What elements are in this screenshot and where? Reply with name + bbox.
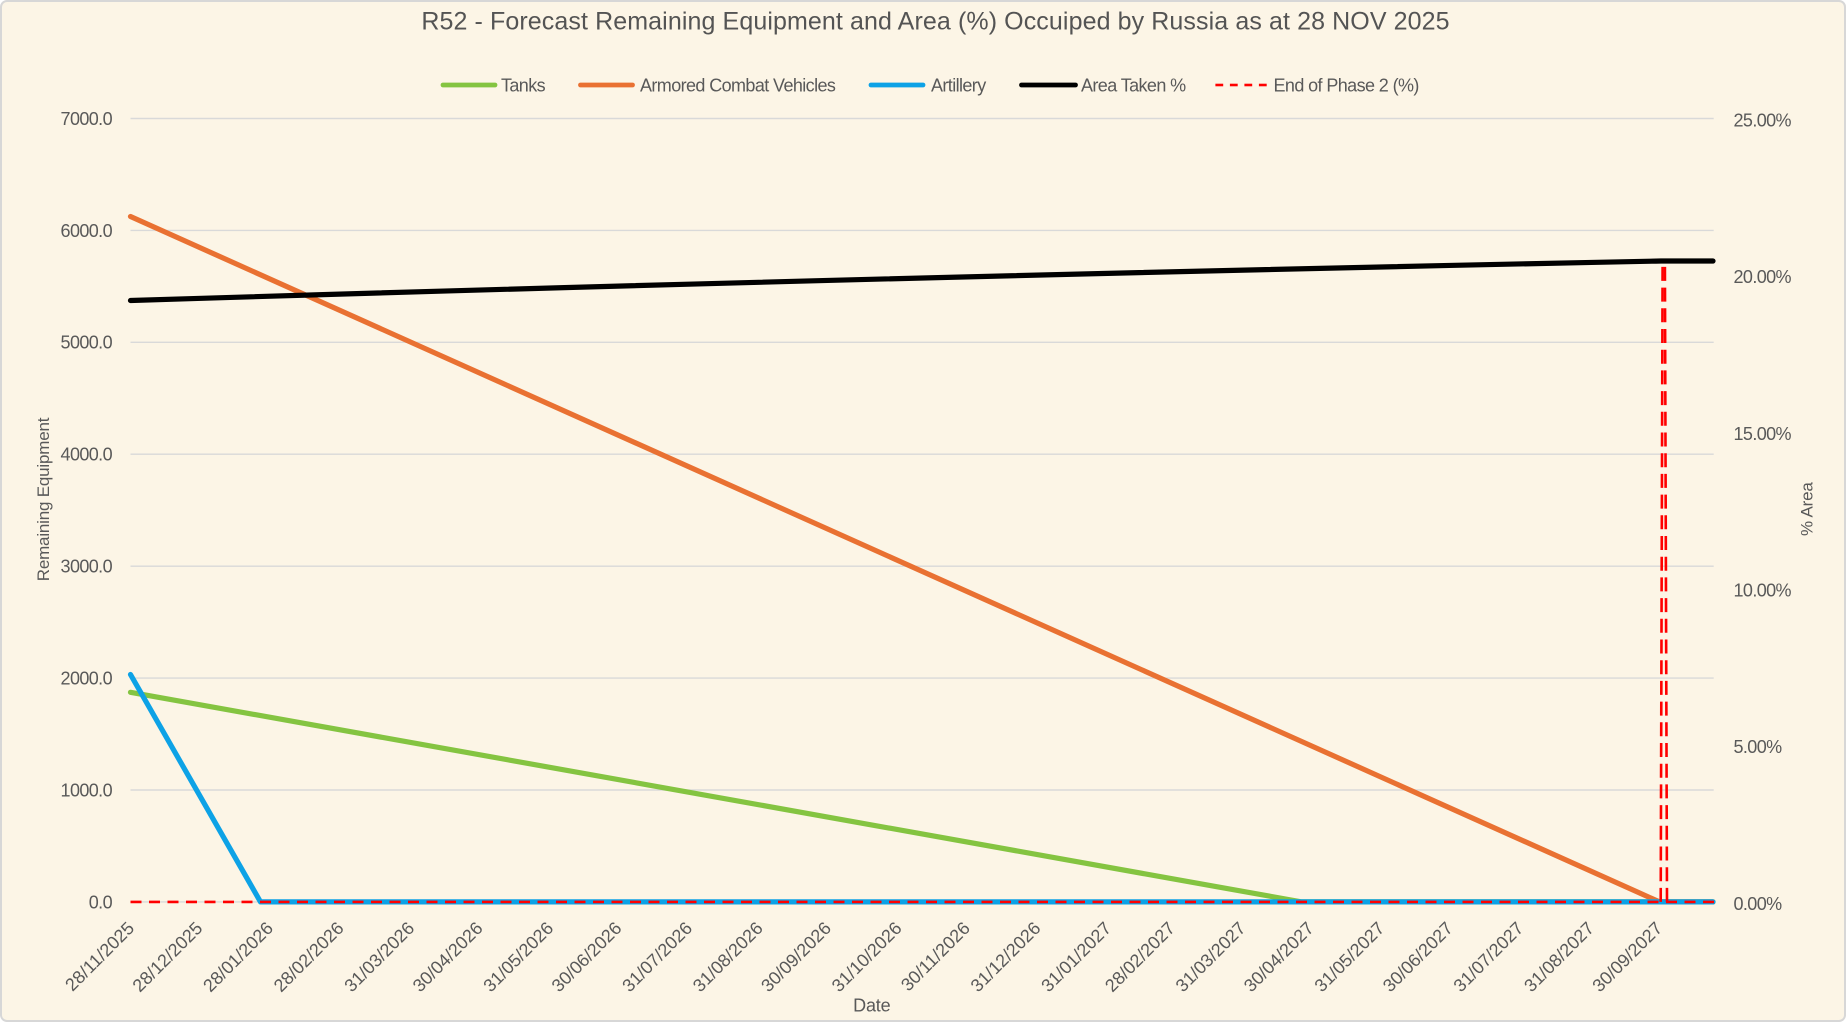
svg-text:End of Phase 2 (%): End of Phase 2 (%) [1274, 76, 1419, 96]
svg-text:R52 - Forecast Remaining Equip: R52 - Forecast Remaining Equipment and A… [421, 7, 1449, 35]
svg-text:7000.0: 7000.0 [61, 109, 113, 129]
svg-text:3000.0: 3000.0 [61, 557, 113, 577]
svg-text:% Area: % Area [1797, 482, 1816, 536]
svg-text:6000.0: 6000.0 [61, 221, 113, 241]
svg-text:15.00%: 15.00% [1734, 424, 1792, 444]
svg-text:Remaining Equipment: Remaining Equipment [34, 417, 53, 581]
svg-text:1000.0: 1000.0 [61, 780, 113, 800]
svg-text:0.00%: 0.00% [1734, 894, 1783, 914]
svg-text:0.0: 0.0 [89, 892, 113, 912]
svg-text:10.00%: 10.00% [1734, 581, 1792, 601]
svg-text:Date: Date [853, 995, 890, 1015]
svg-text:4000.0: 4000.0 [61, 445, 113, 465]
svg-text:2000.0: 2000.0 [61, 669, 113, 689]
svg-text:Area Taken %: Area Taken % [1081, 76, 1186, 96]
svg-text:Armored Combat Vehicles: Armored Combat Vehicles [640, 76, 836, 96]
svg-text:25.00%: 25.00% [1734, 111, 1792, 131]
svg-text:Tanks: Tanks [501, 76, 546, 96]
svg-text:20.00%: 20.00% [1734, 267, 1792, 287]
svg-text:5000.0: 5000.0 [61, 333, 113, 353]
svg-text:5.00%: 5.00% [1734, 737, 1783, 757]
svg-text:Artillery: Artillery [931, 76, 986, 96]
